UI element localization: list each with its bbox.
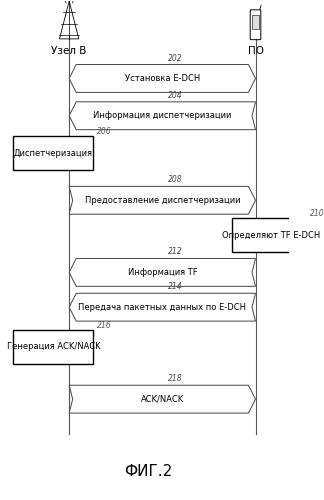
Text: Диспетчеризация: Диспетчеризация [14,148,93,158]
Text: Предоставление диспетчеризации: Предоставление диспетчеризации [85,196,240,205]
Polygon shape [69,258,256,286]
Text: 216: 216 [97,321,112,330]
Text: 208: 208 [168,176,183,184]
Text: ПО: ПО [248,46,263,56]
FancyBboxPatch shape [232,218,309,252]
Polygon shape [69,102,256,130]
Text: 204: 204 [168,91,183,100]
Text: ACK/NACK: ACK/NACK [141,394,184,404]
Text: 206: 206 [97,127,112,136]
Text: Генерация ACK/NACK: Генерация ACK/NACK [6,342,100,351]
FancyBboxPatch shape [13,330,93,364]
Text: Узел В: Узел В [52,46,87,56]
Text: Установка E-DCH: Установка E-DCH [125,74,200,83]
Polygon shape [69,294,256,321]
Polygon shape [69,186,256,214]
Text: Информация диспетчеризации: Информация диспетчеризации [93,112,232,120]
Text: 214: 214 [168,282,183,292]
Text: Определяют TF E-DCH: Определяют TF E-DCH [222,230,320,239]
FancyBboxPatch shape [250,10,261,40]
Text: 218: 218 [168,374,183,384]
Text: Передача пакетных данных по E-DCH: Передача пакетных данных по E-DCH [78,302,246,312]
Text: 210: 210 [310,209,324,218]
Text: Информация TF: Информация TF [128,268,197,277]
Polygon shape [69,64,256,92]
FancyBboxPatch shape [252,15,259,29]
Polygon shape [69,385,256,413]
FancyBboxPatch shape [13,136,93,170]
Text: 212: 212 [168,248,183,256]
Text: ФИГ.2: ФИГ.2 [124,464,172,479]
Text: 202: 202 [168,54,183,62]
